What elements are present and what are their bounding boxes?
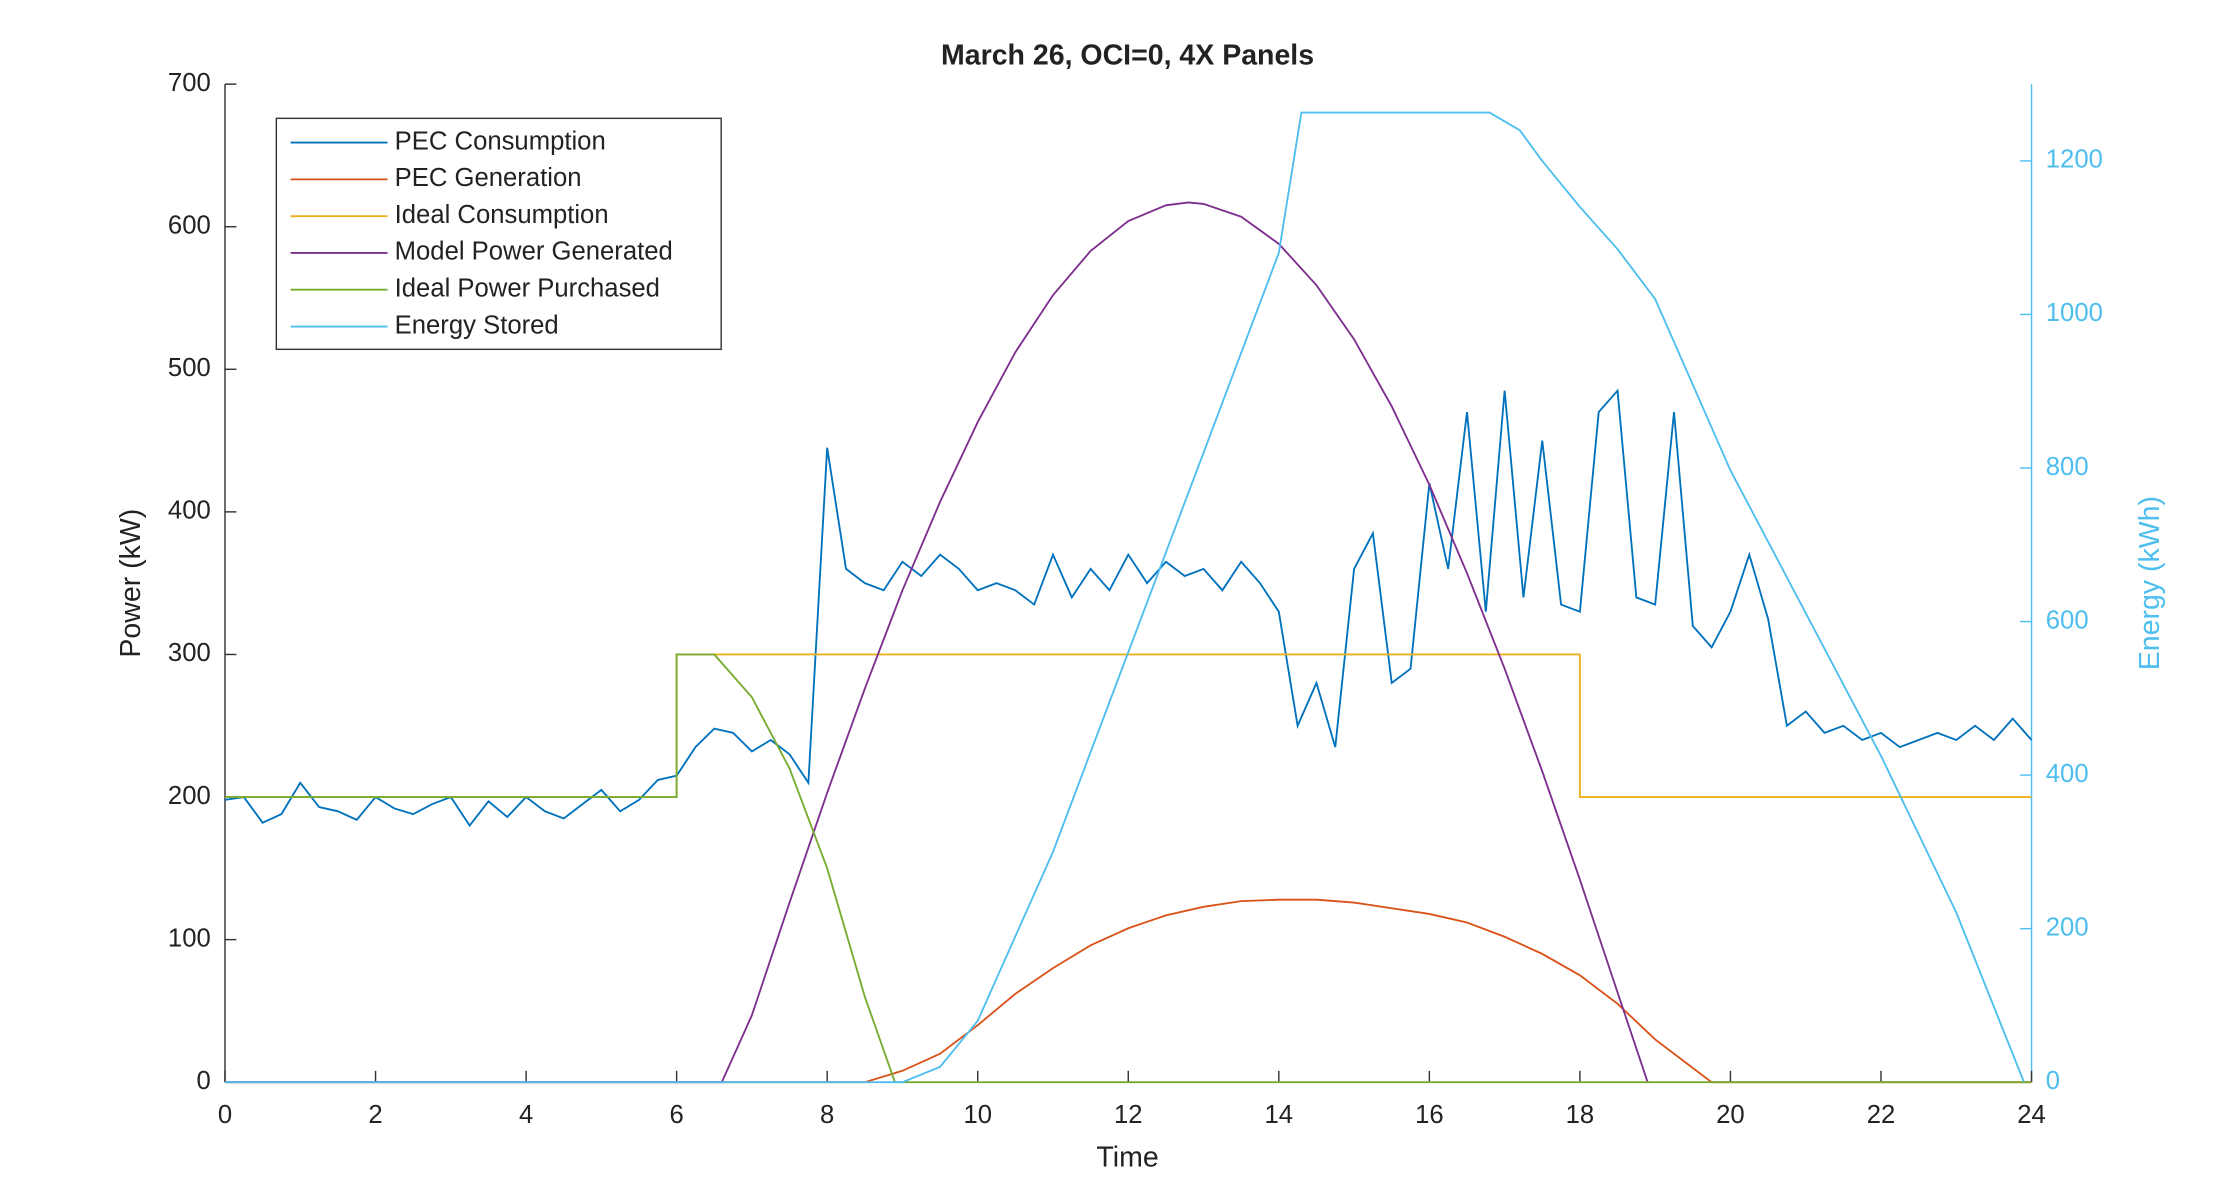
legend-label: Energy Stored [395, 311, 559, 339]
x-tick-label: 18 [1566, 1101, 1595, 1129]
y-tick-label: 500 [168, 354, 211, 382]
legend-label: PEC Generation [395, 164, 582, 192]
series-line [225, 653, 2032, 798]
y2-tick-label: 0 [2046, 1067, 2060, 1095]
x-tick-label: 16 [1415, 1101, 1444, 1129]
legend-label: PEC Consumption [395, 127, 606, 155]
series-line [225, 653, 2032, 1084]
y2-tick-label: 1000 [2046, 299, 2103, 327]
y2-tick-label: 800 [2046, 453, 2089, 481]
y-tick-label: 600 [168, 211, 211, 239]
x-tick-label: 20 [1716, 1101, 1745, 1129]
y-tick-label: 400 [168, 497, 211, 525]
x-tick-label: 6 [669, 1101, 683, 1129]
y-tick-label: 100 [168, 924, 211, 952]
legend-label: Model Power Generated [395, 238, 673, 266]
series-line [225, 111, 2025, 1084]
y-tick-label: 200 [168, 782, 211, 810]
x-tick-label: 8 [820, 1101, 834, 1129]
x-tick-label: 14 [1265, 1101, 1294, 1129]
legend-label: Ideal Power Purchased [395, 275, 660, 303]
y2-tick-label: 1200 [2046, 146, 2103, 174]
series-line [225, 201, 1649, 1084]
chart-title: March 26, OCI=0, 4X Panels [941, 40, 1314, 72]
x-tick-label: 22 [1867, 1101, 1896, 1129]
series-line [225, 898, 2032, 1084]
y-axis-label: Power (kW) [115, 509, 147, 658]
legend-box [275, 117, 722, 351]
y2-axis-label: Energy (kWh) [2134, 496, 2166, 670]
x-tick-label: 10 [963, 1101, 992, 1129]
x-tick-label: 12 [1114, 1101, 1143, 1129]
y2-tick-label: 400 [2046, 760, 2089, 788]
x-tick-label: 0 [218, 1101, 232, 1129]
x-axis-label: Time [1096, 1142, 1158, 1174]
series-line [224, 388, 2033, 828]
y-tick-label: 0 [196, 1067, 210, 1095]
y2-tick-label: 600 [2046, 606, 2089, 634]
y-tick-label: 300 [168, 639, 211, 667]
legend-label: Ideal Consumption [395, 201, 609, 229]
x-tick-label: 24 [2017, 1101, 2046, 1129]
x-tick-label: 2 [368, 1101, 382, 1129]
x-tick-label: 4 [519, 1101, 533, 1129]
y-tick-label: 700 [168, 69, 211, 97]
y2-tick-label: 200 [2046, 913, 2089, 941]
